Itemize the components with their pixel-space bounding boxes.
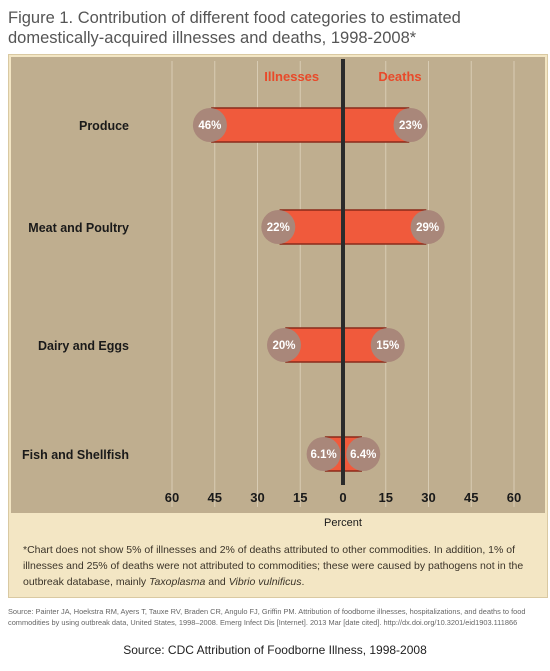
- x-tick-label: 15: [293, 490, 307, 505]
- data-label-illnesses: 6.1%: [311, 449, 337, 461]
- x-tick-label: 45: [464, 490, 478, 505]
- x-tick-label: 45: [208, 490, 222, 505]
- value-badge: [261, 210, 296, 244]
- value-badge: [410, 210, 445, 244]
- x-tick-label: 60: [165, 490, 179, 505]
- category-label: Dairy and Eggs: [38, 339, 129, 353]
- x-tick-label: 30: [421, 490, 435, 505]
- footnote-organism-2: Vibrio vulnificus: [228, 576, 302, 588]
- data-label-deaths: 23%: [399, 120, 422, 132]
- category-label: Produce: [79, 119, 129, 133]
- data-label-illnesses: 46%: [198, 120, 221, 132]
- value-badge: [370, 328, 405, 362]
- x-tick-label: 60: [507, 490, 521, 505]
- value-badge: [267, 328, 301, 362]
- footnote-main: *Chart does not show 5% of illnesses and…: [23, 544, 524, 588]
- chart-footnote: *Chart does not show 5% of illnesses and…: [23, 542, 535, 590]
- source-reference: Source: Painter JA, Hoekstra RM, Ayers T…: [8, 607, 526, 627]
- data-label-deaths: 15%: [376, 340, 399, 352]
- value-badge: [393, 108, 428, 142]
- value-badge: [192, 108, 227, 142]
- footnote-end: .: [301, 576, 305, 588]
- figure-title: Figure 1. Contribution of different food…: [8, 9, 461, 47]
- series-label-illnesses: Illnesses: [264, 69, 319, 84]
- x-axis-label: Percent: [324, 517, 362, 529]
- footnote-and: and: [208, 576, 226, 588]
- x-tick-label: 15: [379, 490, 393, 505]
- bar-illnesses: [211, 107, 344, 143]
- category-label: Meat and Poultry: [28, 221, 129, 235]
- x-tick-label: 0: [339, 490, 346, 505]
- data-label-illnesses: 20%: [272, 340, 295, 352]
- data-label-deaths: 6.4%: [350, 449, 376, 461]
- chart-panel: Illnesses Deaths Produce 46% 23% Meat and Pou…: [8, 54, 548, 598]
- series-label-deaths: Deaths: [378, 69, 421, 84]
- footnote-organism-1: Taxoplasma: [149, 576, 206, 588]
- category-label: Fish and Shellfish: [22, 448, 129, 462]
- data-label-illnesses: 22%: [267, 222, 290, 234]
- diverging-bar-chart: Illnesses Deaths Produce 46% 23% Meat and Pou…: [22, 59, 521, 529]
- data-label-deaths: 29%: [416, 222, 439, 234]
- image-caption: Source: CDC Attribution of Foodborne Ill…: [123, 643, 427, 657]
- value-badge: [346, 437, 381, 471]
- value-badge: [306, 437, 341, 471]
- x-tick-label: 30: [250, 490, 264, 505]
